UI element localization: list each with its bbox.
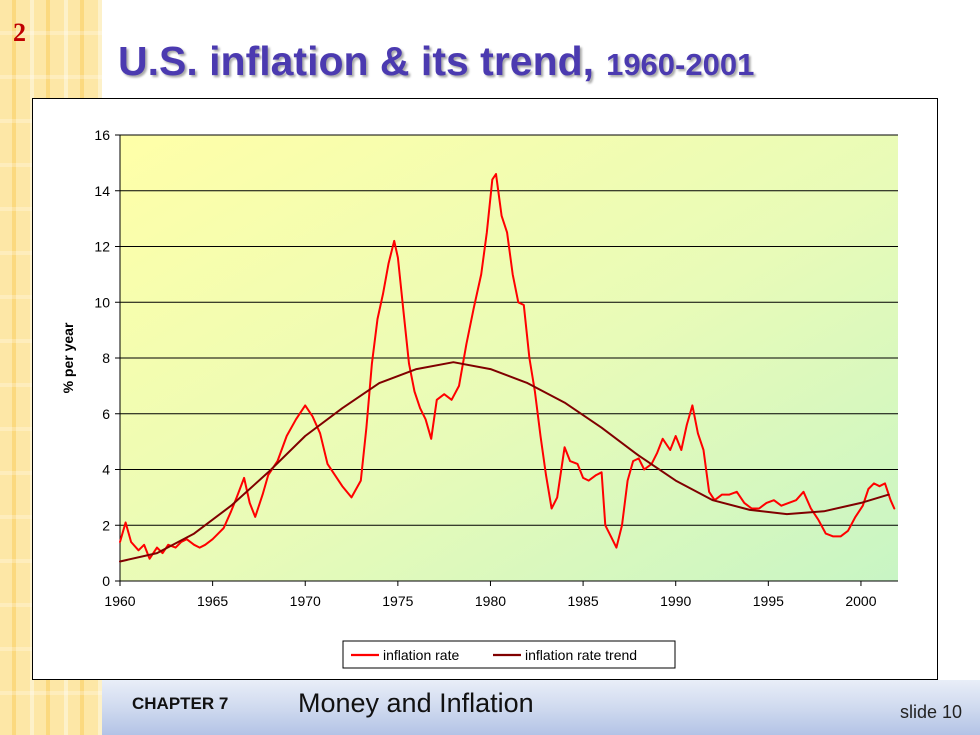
y-axis-label: % per year xyxy=(60,322,76,393)
x-tick-label: 2000 xyxy=(845,593,876,609)
x-tick-label: 1970 xyxy=(290,593,321,609)
x-tick-label: 1965 xyxy=(197,593,228,609)
legend: inflation rate inflation rate trend xyxy=(342,640,676,669)
y-tick-label: 6 xyxy=(102,406,110,422)
slide-title-main: U.S. inflation & its trend, xyxy=(118,38,595,84)
slide-title: U.S. inflation & its trend, 1960-2001 xyxy=(118,38,754,85)
y-tick-label: 4 xyxy=(102,462,110,478)
inflation-chart: 0 2 4 6 8 10 12 14 16 1960 1965 1970 1975 1980 1985 199… xyxy=(60,127,898,669)
series-line-inflation-rate xyxy=(119,173,896,560)
y-tick-label: 0 xyxy=(102,573,110,589)
x-tick-label: 1990 xyxy=(660,593,691,609)
x-tick-label: 1960 xyxy=(104,593,135,609)
chart-frame: 0 2 4 6 8 10 12 14 16 1960 1965 1970 1975 1980 1985 199… xyxy=(32,98,938,680)
x-tick-label: 1985 xyxy=(568,593,599,609)
series-line-inflation-rate-trend xyxy=(119,361,890,563)
footer-chapter-title: Money and Inflation xyxy=(298,688,534,718)
footer-bar: CHAPTER 7 Money and Inflation slide 10 xyxy=(102,680,980,735)
y-tick-label: 16 xyxy=(94,127,110,143)
footer-slide-number: slide 10 xyxy=(899,702,962,722)
slide-number: 2 xyxy=(13,18,26,47)
y-tick-label: 10 xyxy=(94,294,110,310)
legend-label-inflation-rate: inflation rate xyxy=(383,647,459,663)
y-tick-label: 12 xyxy=(94,239,110,255)
y-tick-label: 8 xyxy=(102,350,110,366)
footer-chapter: CHAPTER 7 xyxy=(132,694,229,713)
y-tick-label: 14 xyxy=(94,183,110,199)
x-tick-label: 1980 xyxy=(475,593,506,609)
x-tick-label: 1975 xyxy=(382,593,413,609)
y-tick-label: 2 xyxy=(102,517,110,533)
slide-title-years: 1960-2001 xyxy=(606,47,755,82)
legend-label-inflation-rate-trend: inflation rate trend xyxy=(525,647,637,663)
x-tick-label: 1995 xyxy=(753,593,784,609)
